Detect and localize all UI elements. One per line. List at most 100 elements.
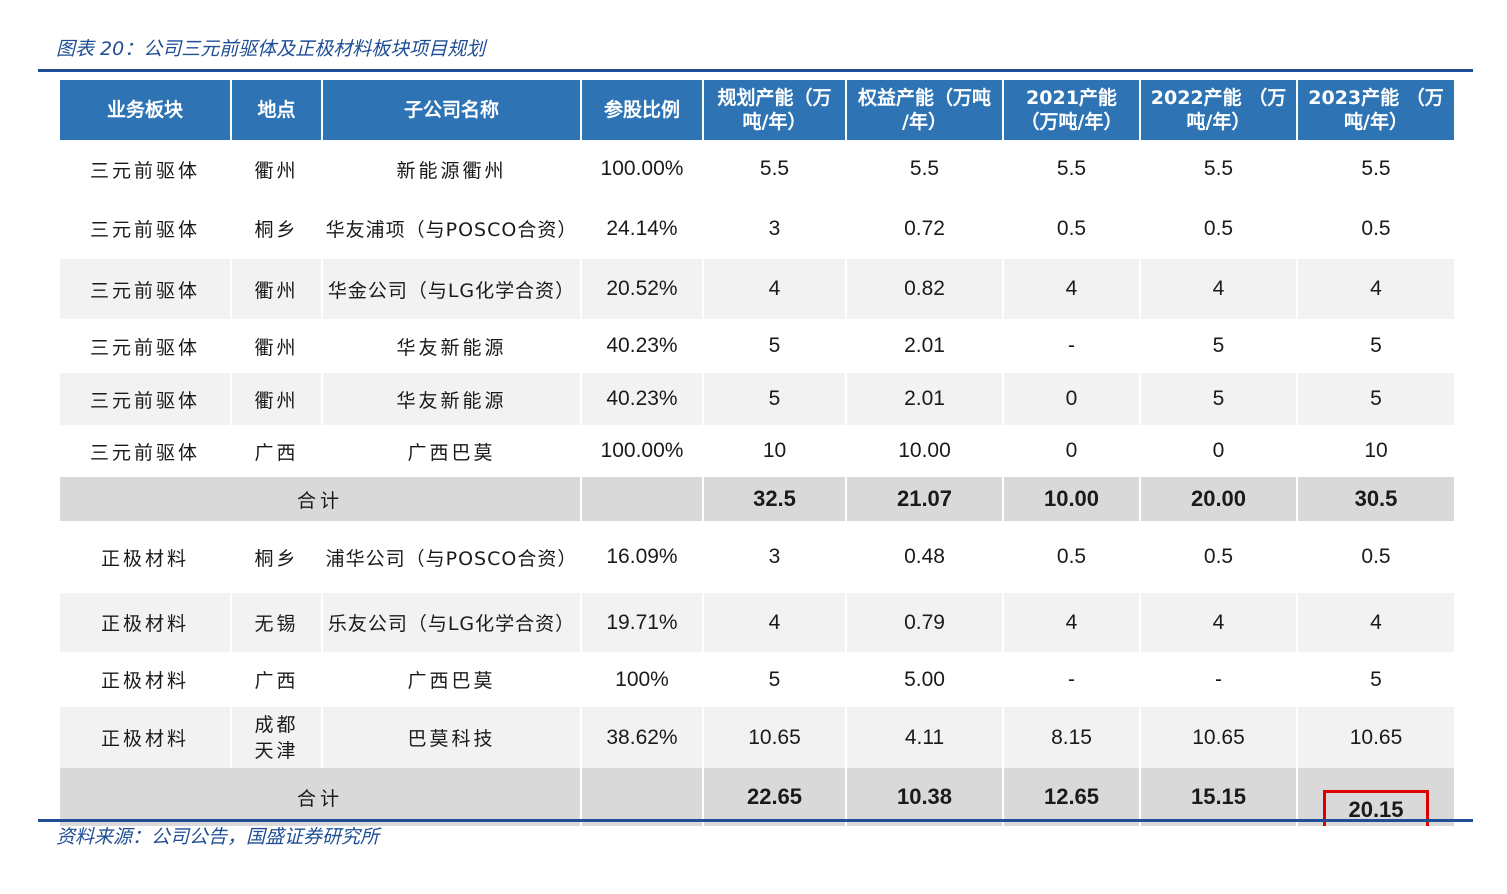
cell-segment: 三元前驱体 (89, 219, 200, 241)
cell-stake: 100.00% (580, 140, 703, 198)
table-row: 三元前驱体 衢州 华友新能源 40.23% 5 2.01 - 5 5 (60, 319, 1454, 373)
header-segment: 业务板块 (60, 80, 231, 140)
cell-segment: 三元前驱体 (60, 259, 231, 319)
cell-2022: 5.5 (1139, 140, 1297, 198)
cell-2023: 10 (1296, 425, 1454, 477)
cell-equity: 0.79 (845, 593, 1003, 652)
cell-2023: 4 (1296, 593, 1454, 652)
cell-planned: 4 (702, 259, 846, 319)
cell-2021: 4 (1002, 259, 1140, 319)
table-row: 三元前驱体 衢州 新能源衢州 100.00% 5.5 5.5 5.5 5.5 5… (60, 140, 1454, 198)
cell-location: 衢州 (230, 373, 322, 425)
total-2022: 15.15 (1139, 768, 1297, 826)
cell-2023: 0.5 (1296, 521, 1454, 593)
highlight-box: 20.15 (1323, 790, 1429, 826)
total-row-cathode: 合计 22.65 10.38 12.65 15.15 20.15 (60, 768, 1454, 826)
cell-planned: 4 (702, 593, 846, 652)
table-row: 三元前驱体 衢州 华金公司（与LG化学合资） 20.52% 4 0.82 4 4… (60, 259, 1454, 319)
cell-2023: 4 (1296, 259, 1454, 319)
cell-segment: 三元前驱体 (89, 159, 200, 182)
cell-location: 成都 天津 (230, 707, 322, 768)
header-stake: 参股比例 (580, 80, 703, 140)
header-planned: 规划产能（万 吨/年） (702, 80, 846, 140)
header-location: 地点 (230, 80, 322, 140)
cell-location: 无锡 (230, 593, 322, 652)
figure-title: 图表 20：公司三元前驱体及正极材料板块项目规划 (56, 38, 486, 60)
cell-2021: 0.5 (1002, 198, 1140, 259)
cell-2022: 0.5 (1139, 198, 1297, 259)
cell-2021: 0 (1002, 425, 1140, 477)
cell-stake: 16.09% (580, 521, 703, 593)
cell-equity: 4.11 (845, 707, 1003, 768)
cell-stake: 40.23% (580, 319, 703, 373)
cell-equity: 0.72 (845, 198, 1003, 259)
total-planned: 22.65 (702, 768, 846, 826)
cell-location: 广西 (230, 425, 322, 477)
cell-location: 衢州 (230, 319, 322, 373)
cell-2023: 5.5 (1296, 140, 1454, 198)
total-stake-empty (580, 477, 703, 521)
cell-planned: 10 (702, 425, 846, 477)
cell-company: 华友新能源 (321, 373, 581, 425)
header-2021: 2021产能 （万吨/年） (1002, 80, 1140, 140)
table-row: 三元前驱体 衢州 华友新能源 40.23% 5 2.01 0 5 5 (60, 373, 1454, 425)
cell-2022: 5 (1139, 373, 1297, 425)
cell-location: 桐乡 (230, 198, 322, 259)
cell-planned: 5 (702, 373, 846, 425)
cell-2022: 4 (1139, 593, 1297, 652)
cell-equity: 5.00 (845, 652, 1003, 707)
cell-2023: 5 (1296, 373, 1454, 425)
cell-planned: 10.65 (702, 707, 846, 768)
cell-location: 桐乡 (230, 521, 322, 593)
cell-planned: 5.5 (702, 140, 846, 198)
cell-segment: 正极材料 (100, 547, 189, 570)
table-row: 正极材料 桐乡 浦华公司（与POSCO合资） 16.09% 3 0.48 0.5… (60, 521, 1454, 593)
cell-2021: 5.5 (1002, 140, 1140, 198)
total-row-precursor: 合计 32.5 21.07 10.00 20.00 30.5 (60, 477, 1454, 521)
cell-stake: 100% (580, 652, 703, 707)
total-2022: 20.00 (1139, 477, 1297, 521)
table-row: 正极材料 无锡 乐友公司（与LG化学合资） 19.71% 4 0.79 4 4 … (60, 593, 1454, 652)
cell-company: 巴莫科技 (321, 707, 581, 768)
cell-segment: 正极材料 (60, 593, 231, 652)
cell-2023: 5 (1296, 652, 1454, 707)
total-label: 合计 (60, 477, 581, 521)
cell-2021: 8.15 (1002, 707, 1140, 768)
cell-2023: 5 (1296, 319, 1454, 373)
total-label: 合计 (60, 768, 581, 826)
cell-stake: 40.23% (580, 373, 703, 425)
cell-segment: 正极材料 (60, 707, 231, 768)
cell-stake: 38.62% (580, 707, 703, 768)
total-2021: 10.00 (1002, 477, 1140, 521)
table-header-row: 业务板块 地点 子公司名称 参股比例 规划产能（万 吨/年） 权益产能（万吨 /… (60, 80, 1454, 140)
cell-2023: 0.5 (1296, 198, 1454, 259)
cell-company: 广西巴莫 (321, 652, 581, 707)
total-equity: 21.07 (845, 477, 1003, 521)
cell-company: 新能源衢州 (321, 140, 581, 198)
cell-location: 广西 (230, 652, 322, 707)
cell-2022: 0 (1139, 425, 1297, 477)
cell-equity: 10.00 (845, 425, 1003, 477)
cell-2022: 10.65 (1139, 707, 1297, 768)
cell-2022: 5 (1139, 319, 1297, 373)
total-equity: 10.38 (845, 768, 1003, 826)
cell-2023: 10.65 (1296, 707, 1454, 768)
cell-2021: 0.5 (1002, 521, 1140, 593)
cell-equity: 2.01 (845, 373, 1003, 425)
cell-company: 乐友公司（与LG化学合资） (321, 593, 581, 652)
cell-company: 广西巴莫 (321, 425, 581, 477)
cell-equity: 0.48 (845, 521, 1003, 593)
table-row: 三元前驱体 广西 广西巴莫 100.00% 10 10.00 0 0 10 (60, 425, 1454, 477)
cell-stake: 20.52% (580, 259, 703, 319)
cell-2021: 4 (1002, 593, 1140, 652)
cell-planned: 5 (702, 319, 846, 373)
cell-stake: 19.71% (580, 593, 703, 652)
cell-company: 华金公司（与LG化学合资） (321, 259, 581, 319)
total-planned: 32.5 (702, 477, 846, 521)
header-2023: 2023产能 （万 吨/年） (1296, 80, 1454, 140)
cell-company: 浦华公司（与POSCO合资） (321, 521, 581, 593)
cell-planned: 3 (702, 198, 846, 259)
total-stake-empty (580, 768, 703, 826)
total-2023: 30.5 (1296, 477, 1454, 521)
cell-2022: 4 (1139, 259, 1297, 319)
